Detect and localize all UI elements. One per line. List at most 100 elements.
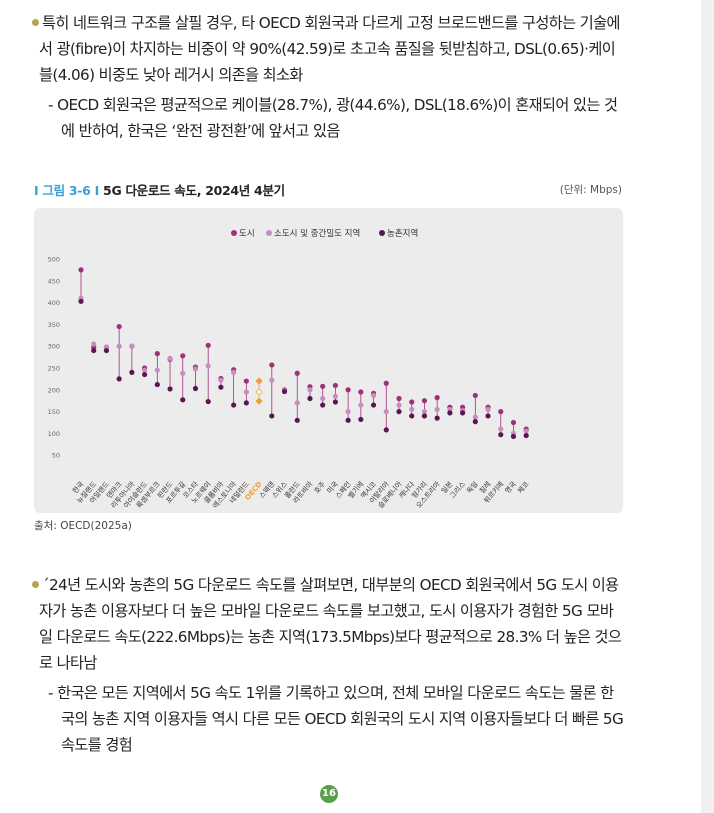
paragraph-1-sub: - OECD 회원국은 평균적으로 케이블(28.7%), 광(44.6%), … [48, 92, 624, 144]
paragraph-2-sub: - 한국은 모든 지역에서 5G 속도 1위를 기록하고 있으며, 전체 모바일… [48, 680, 624, 758]
y-tick-label: 200 [48, 386, 60, 394]
x-tick-label: 호주 [313, 480, 328, 495]
figure-title: I 그림 3-6 I 5G 다운로드 속도, 2024년 4분기 [34, 180, 285, 199]
figure-bar-mark-2: I [94, 183, 100, 198]
y-tick-label: 450 [48, 277, 60, 285]
data-point [154, 367, 160, 373]
paragraph-1-sub-text: - OECD 회원국은 평균적으로 케이블(28.7%), 광(44.6%), … [48, 96, 618, 140]
data-point [460, 410, 466, 416]
legend-label: 농촌지역 [387, 228, 418, 239]
legend-label: 도시 [239, 229, 255, 239]
data-point [294, 417, 300, 423]
data-point [243, 400, 249, 406]
data-point [294, 400, 300, 406]
data-point-oecd [255, 388, 263, 396]
data-point [472, 414, 478, 420]
paragraph-1: 특히 네트워크 구조를 살필 경우, 타 OECD 회원국과 다르게 고정 브로… [32, 10, 624, 88]
data-point [205, 342, 211, 348]
data-point [498, 432, 504, 438]
data-point [434, 415, 440, 421]
data-point [434, 406, 440, 413]
data-point [485, 406, 491, 413]
data-point [269, 362, 275, 368]
data-point [472, 419, 478, 425]
data-point [383, 380, 389, 386]
data-point [78, 298, 84, 304]
data-point [307, 387, 313, 393]
data-point [243, 378, 249, 384]
data-point-oecd [255, 377, 263, 385]
data-point [116, 323, 122, 330]
data-point [396, 402, 402, 408]
data-point [472, 392, 478, 399]
legend-label: 소도시 및 중간밀도 지역 [274, 228, 360, 239]
figure-source: 출처: OECD(2025a) [34, 520, 132, 532]
data-point [307, 395, 313, 402]
data-point [78, 267, 84, 273]
data-point [396, 409, 402, 415]
data-point-oecd [255, 397, 263, 405]
data-point [180, 353, 186, 359]
data-point [421, 398, 428, 404]
data-point [434, 395, 440, 401]
y-tick-label: 150 [48, 408, 60, 416]
data-point [192, 366, 199, 372]
data-point [409, 406, 415, 413]
data-point [205, 363, 211, 369]
data-point [192, 385, 199, 392]
legend-marker [266, 230, 272, 236]
right-margin-strip [701, 0, 714, 813]
y-tick-label: 250 [48, 365, 60, 373]
data-point [231, 402, 237, 408]
data-point [218, 384, 224, 390]
data-point [103, 347, 110, 354]
data-point [269, 413, 275, 419]
data-point [116, 343, 122, 349]
dot-range-chart: 50 100 150 200 250 300 350 400 450 500 도시 소도시 및 중간밀… [48, 228, 532, 510]
data-point [485, 413, 491, 419]
data-point [332, 393, 338, 399]
data-point [510, 433, 517, 440]
x-tick-label: 독일 [465, 480, 480, 496]
data-point [320, 402, 326, 408]
x-tick-label: 영국 [503, 479, 519, 495]
paragraph-2: ´24년 도시와 농촌의 5G 다운로드 속도를 살펴보면, 대부분의 OECD… [32, 572, 624, 676]
data-point [231, 369, 237, 375]
paragraph-1-text: 특히 네트워크 구조를 살필 경우, 타 OECD 회원국과 다르게 고정 브로… [39, 14, 620, 84]
data-point [345, 409, 351, 415]
data-point [320, 383, 326, 389]
chart-panel: 50 100 150 200 250 300 350 400 450 500 도시 소도시 및 중간밀… [34, 208, 623, 513]
y-tick-label: 300 [48, 343, 60, 351]
bullet-dot-icon [32, 19, 39, 26]
data-point [421, 409, 428, 415]
data-point [218, 377, 224, 383]
data-point [294, 370, 300, 376]
figure-unit: (단위: Mbps) [559, 184, 622, 196]
data-point [358, 416, 364, 423]
data-point [498, 426, 504, 432]
data-point [421, 413, 428, 419]
data-point [205, 398, 211, 405]
data-point [269, 377, 275, 383]
data-point [129, 343, 135, 349]
data-point [91, 347, 97, 354]
data-point [142, 367, 148, 373]
data-point [320, 395, 326, 402]
data-point [510, 419, 517, 426]
data-point [383, 427, 389, 433]
paragraph-2-text: ´24년 도시와 농촌의 5G 다운로드 속도를 살펴보면, 대부분의 OECD… [39, 576, 622, 672]
data-point [396, 395, 402, 402]
data-point [154, 351, 160, 357]
data-point [332, 399, 338, 405]
data-point [358, 389, 364, 395]
data-point [180, 397, 186, 403]
figure-bar-mark: I [34, 183, 39, 198]
y-tick-label: 350 [48, 321, 60, 329]
y-tick-label: 400 [48, 299, 60, 307]
data-point [332, 382, 338, 389]
y-tick-label: 100 [48, 430, 60, 438]
data-point [180, 370, 186, 376]
data-point [243, 389, 249, 395]
data-point [409, 399, 415, 405]
bullet-dot-icon-2 [32, 581, 39, 588]
